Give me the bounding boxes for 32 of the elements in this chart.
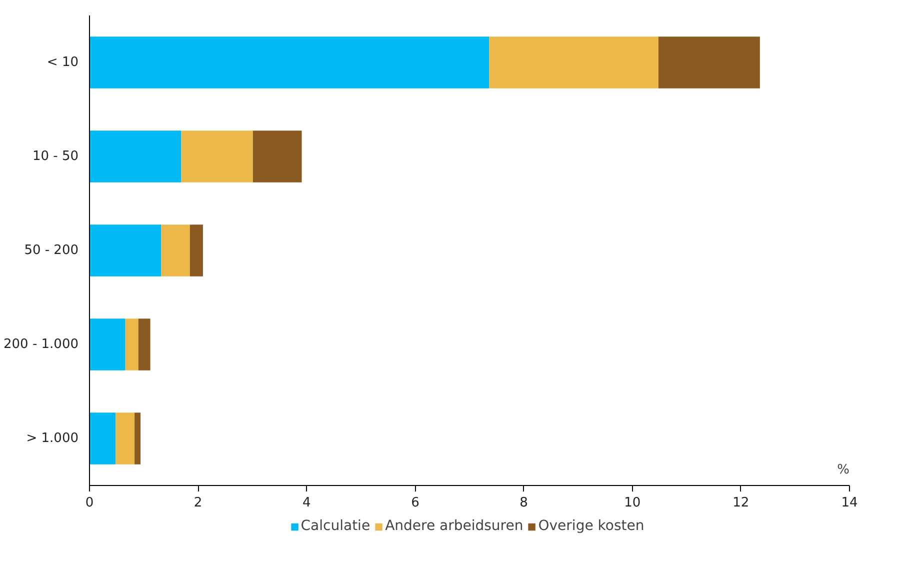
y-tick-label: < 10 bbox=[46, 55, 79, 70]
bar bbox=[190, 224, 203, 276]
x-axis-title: % bbox=[837, 462, 850, 478]
bar bbox=[116, 412, 135, 464]
x-tick-label: 6 bbox=[411, 496, 420, 510]
bar bbox=[134, 412, 141, 464]
bar bbox=[90, 318, 126, 370]
bar bbox=[161, 224, 190, 276]
y-tick-label: 50 - 200 bbox=[24, 243, 78, 258]
x-tick-label: 12 bbox=[732, 496, 750, 510]
x-tick-label: 10 bbox=[624, 496, 641, 510]
legend-label: Andere arbeidsuren bbox=[385, 518, 524, 534]
y-tick-label: 10 - 50 bbox=[32, 149, 79, 164]
bar bbox=[181, 130, 253, 182]
bar bbox=[138, 318, 150, 370]
x-tick-label: 14 bbox=[841, 496, 858, 510]
x-tick-label: 2 bbox=[194, 496, 202, 510]
bar bbox=[90, 224, 162, 276]
x-tick-label: 0 bbox=[85, 496, 94, 510]
y-tick-label: > 1.000 bbox=[26, 431, 79, 446]
bar bbox=[125, 318, 138, 370]
bar bbox=[90, 412, 116, 464]
y-tick-label: 200 - 1.000 bbox=[4, 337, 79, 352]
legend-label: Overige kosten bbox=[538, 518, 644, 534]
bar bbox=[90, 36, 490, 88]
bar bbox=[252, 130, 302, 182]
bar bbox=[658, 36, 760, 88]
x-tick-label: 8 bbox=[520, 496, 528, 510]
legend-label: Calculatie bbox=[300, 518, 370, 534]
bar bbox=[489, 36, 658, 88]
bar bbox=[90, 130, 182, 182]
x-tick-label: 4 bbox=[302, 496, 311, 510]
